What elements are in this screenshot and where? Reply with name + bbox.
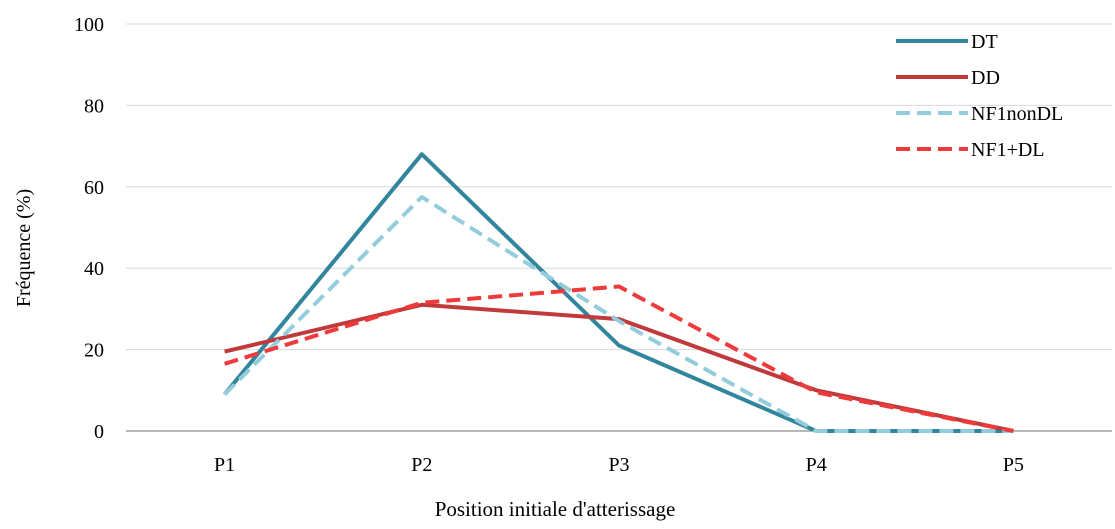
legend-item: NF1nonDL <box>896 103 1063 125</box>
x-tick-label: P2 <box>411 454 432 476</box>
legend-item: DT <box>896 31 998 53</box>
axes: 0 20 40 60 80 100 P1 P2 P3 P4 P5 <box>74 14 1112 476</box>
legend-label: NF1nonDL <box>971 103 1063 125</box>
legend: DT DD NF1nonDL NF1+DL <box>896 31 1063 161</box>
x-tick-label: P5 <box>1003 454 1024 476</box>
x-tick-label: P3 <box>608 454 629 476</box>
gridlines <box>126 23 1112 351</box>
x-tick-label: P1 <box>214 454 235 476</box>
x-axis-title: Position initiale d'atterissage <box>435 497 676 521</box>
series-line-nf1nondl <box>223 195 1014 433</box>
series-line-nf1-dl <box>224 284 1014 433</box>
y-axis-title: Fréquence (%) <box>13 189 35 307</box>
y-tick-label: 0 <box>94 421 104 443</box>
y-tick-label: 20 <box>84 340 104 362</box>
series-lines <box>223 152 1014 433</box>
y-tick-label: 80 <box>84 95 104 117</box>
legend-label: NF1+DL <box>971 139 1045 161</box>
y-tick-label: 100 <box>74 14 104 36</box>
x-tick-label: P4 <box>806 454 827 476</box>
y-tick-label: 60 <box>84 177 104 199</box>
legend-item: DD <box>896 67 1000 89</box>
series-line-dd <box>224 302 1014 433</box>
legend-item: NF1+DL <box>896 139 1045 161</box>
series-line-dt <box>223 152 1014 433</box>
y-tick-label: 40 <box>84 258 104 280</box>
legend-label: DD <box>971 67 1000 89</box>
legend-label: DT <box>971 31 998 53</box>
